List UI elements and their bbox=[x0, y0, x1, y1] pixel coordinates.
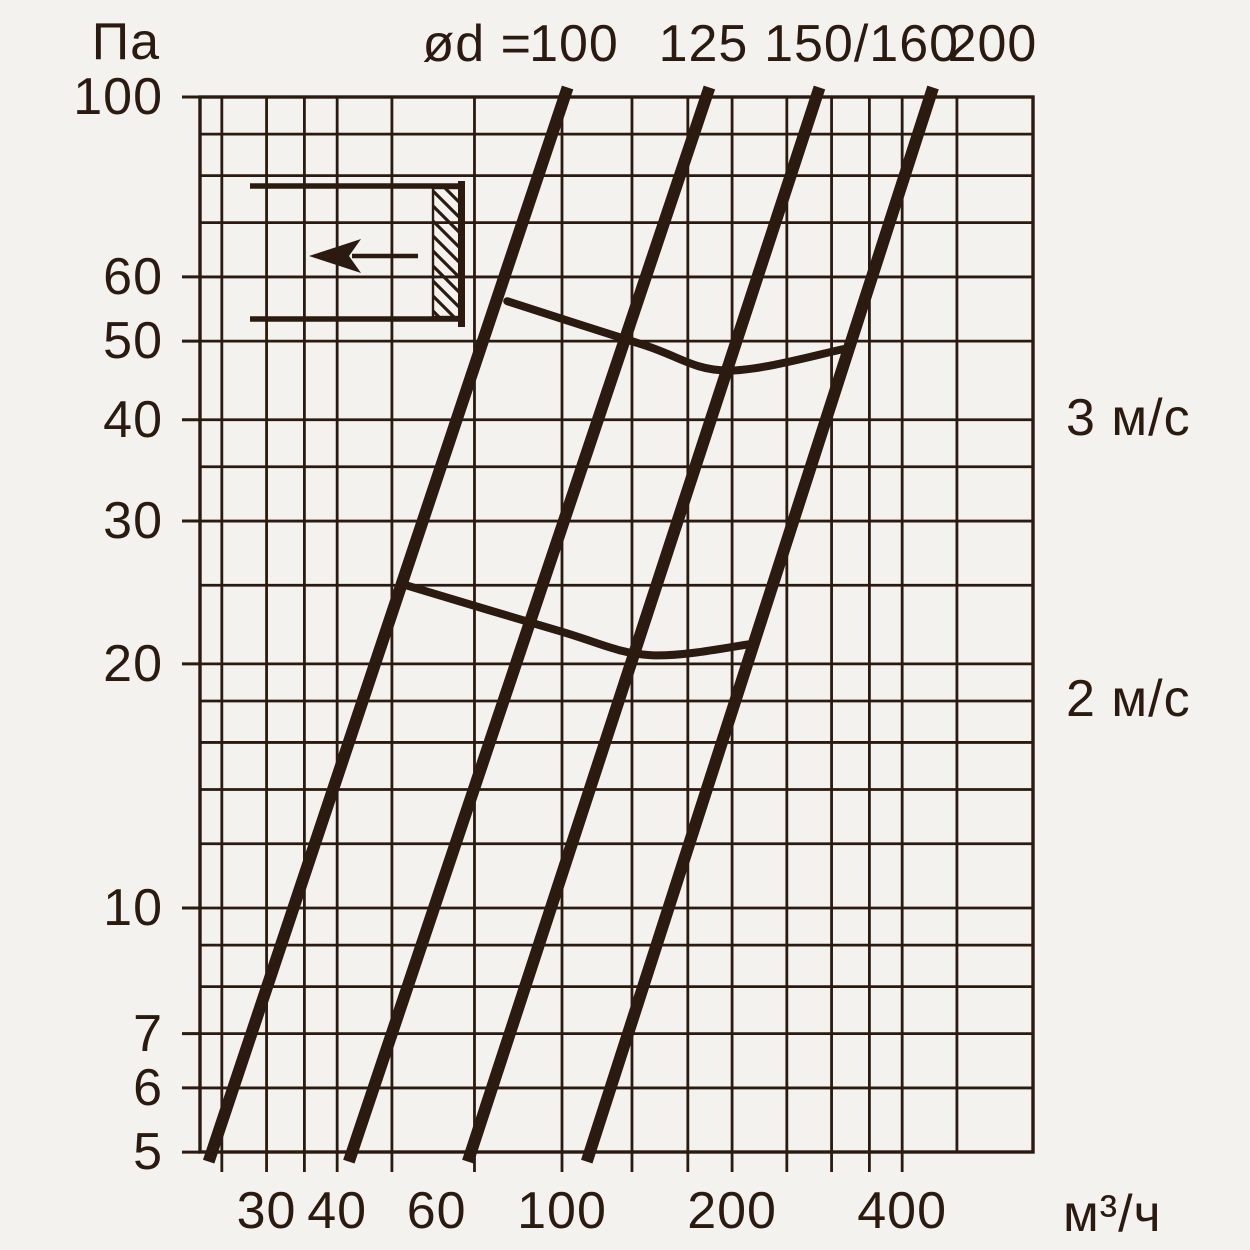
velocity-label-3ms: 3 м/с bbox=[1066, 388, 1191, 447]
y-tick-label-7: 7 bbox=[133, 1004, 163, 1063]
airflow-arrow-icon bbox=[309, 239, 361, 273]
diameter-lines bbox=[202, 85, 939, 1164]
diameter-line-100 bbox=[202, 85, 574, 1164]
grille-plate bbox=[431, 186, 462, 319]
x-tick-label-200: 200 bbox=[687, 1182, 777, 1240]
diameter-line-200 bbox=[581, 85, 939, 1164]
velocity-curve-3ms bbox=[503, 297, 852, 375]
x-tick-label-400: 400 bbox=[857, 1182, 948, 1240]
diameter-label-125: 125 bbox=[658, 15, 749, 73]
flow-unit-label: м³/ч bbox=[1063, 1185, 1162, 1243]
x-tick-label-30: 30 bbox=[236, 1182, 297, 1240]
pressure-unit-label: Па bbox=[91, 13, 160, 71]
y-tick-label-10: 10 bbox=[103, 879, 163, 937]
diameter-label-150/160: 150/160 bbox=[764, 15, 960, 73]
diameter-label-100: 100 bbox=[529, 15, 619, 73]
grille-hatching bbox=[433, 188, 460, 317]
y-tick-label-30: 30 bbox=[103, 492, 163, 551]
y-tick-label-20: 20 bbox=[103, 634, 163, 693]
y-tick-label-6: 6 bbox=[133, 1058, 163, 1117]
velocity-curves bbox=[402, 297, 852, 660]
x-tick-label-60: 60 bbox=[406, 1182, 467, 1240]
duct-airflow-icon bbox=[250, 181, 465, 327]
velocity-label-2ms: 2 м/с bbox=[1066, 669, 1191, 728]
y-tick-label-5: 5 bbox=[133, 1123, 163, 1182]
velocity-curve-2ms bbox=[402, 581, 760, 660]
diameter-line-150/160 bbox=[462, 85, 826, 1164]
x-tick-label-40: 40 bbox=[307, 1182, 368, 1240]
y-tick-label-60: 60 bbox=[103, 247, 163, 306]
diameter-header-prefix: ød = bbox=[422, 15, 532, 73]
y-tick-label-100: 100 bbox=[73, 68, 163, 126]
diameter-label-200: 200 bbox=[947, 15, 1038, 73]
axis-ticks bbox=[182, 95, 904, 1172]
x-tick-label-100: 100 bbox=[517, 1182, 607, 1240]
plot-border bbox=[198, 95, 1035, 1154]
y-tick-label-40: 40 bbox=[103, 390, 163, 449]
y-tick-label-50: 50 bbox=[103, 312, 163, 371]
